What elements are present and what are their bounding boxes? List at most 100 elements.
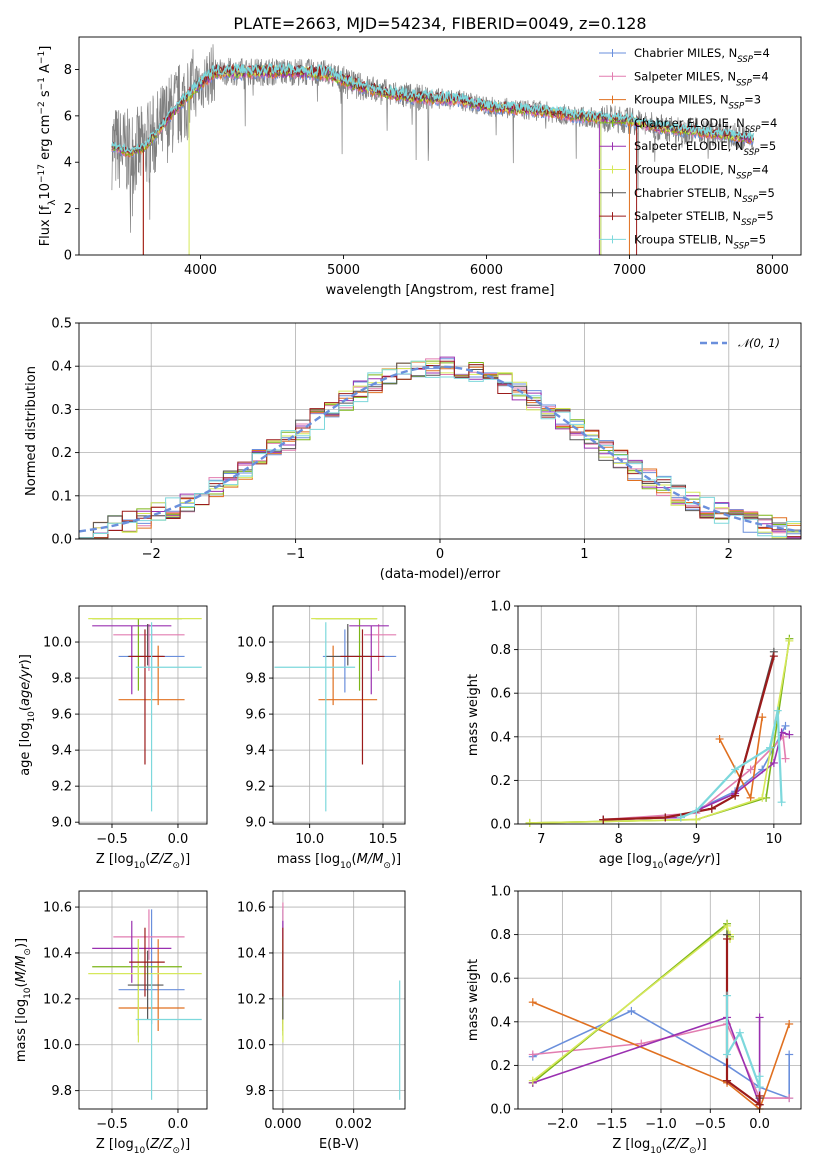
y-tick-label: 0.8 <box>490 643 511 658</box>
weight_vs_age-panel: 7 8 9 10 0.0 0.2 0.4 0.6 0.8 1.0 age [log10(age/yr… <box>466 600 802 871</box>
y-tick-label: 9.8 <box>245 672 266 687</box>
weight-marker-kroupa_elodie <box>758 793 767 802</box>
x-tick-label: 0.002 <box>335 1117 372 1132</box>
x-tick-label: 2 <box>725 547 733 562</box>
y-axis-label: Flux [fλ10−17 erg cm−2 s−1 A−1] <box>37 46 58 247</box>
weight-marker-kroupa_stelib <box>676 813 685 822</box>
legend-label: 𝒩(0, 1) <box>738 336 780 350</box>
weight-marker-salpeter_stelib <box>723 934 732 943</box>
x-tick-label: −0.5 <box>694 1117 726 1132</box>
y-tick-label: 0.4 <box>490 1015 511 1030</box>
histogram-kroupa_stelib <box>79 360 801 539</box>
x-tick-label: 1 <box>580 547 588 562</box>
x-axis-label: (data-model)/error <box>380 567 501 582</box>
weight-marker-kroupa_elodie <box>723 921 732 930</box>
weight-marker-kroupa_stelib <box>692 806 701 815</box>
legend-normal: 𝒩(0, 1) <box>700 336 780 350</box>
x-axis-label: Z [log10(Z/Z⊙)] <box>96 1137 190 1156</box>
mass_vs_ebv-panel: 0.000 0.002 9.8 10.0 10.2 10.4 10.6 E(B-V) <box>237 890 406 1152</box>
legend-entry-kroupa_miles: Kroupa MILES, NSSP=3 <box>599 93 761 112</box>
y-tick-label: 0.0 <box>490 1103 511 1118</box>
figure-title: PLATE=2663, MJD=54234, FIBERID=0049, z=0… <box>233 14 646 33</box>
errorbar-chabrier_elodie <box>92 618 182 691</box>
y-tick-label: 0.6 <box>490 687 511 702</box>
y-tick-label: 0.8 <box>490 928 511 943</box>
errorbar-kroupa_miles <box>318 645 378 706</box>
weight-marker-kroupa_elodie <box>692 815 701 824</box>
residuals-panel: −2 −1 0 1 2 0.0 0.1 0.2 0.3 0.4 0.5 (data-model)/er… <box>24 317 802 582</box>
y-tick-label: 10.2 <box>237 992 266 1007</box>
weight-marker-kroupa_elodie <box>525 818 534 827</box>
y-tick-label: 0.6 <box>490 972 511 987</box>
errorbar-salpeter_elodie <box>92 625 172 695</box>
y-tick-label: 9.0 <box>245 816 266 831</box>
weight-marker-salpeter_stelib <box>723 1076 732 1085</box>
weight-marker-salpeter_miles <box>781 754 790 763</box>
y-tick-label: 9.8 <box>245 1084 266 1099</box>
y-tick-label: 6 <box>64 109 72 124</box>
y-tick-label: 8 <box>64 63 72 78</box>
y-axis-label: Normed distribution <box>24 366 39 496</box>
legend-entry-salpeter_elodie: Salpeter ELODIE, NSSP=5 <box>599 139 776 158</box>
weight-marker-salpeter_stelib <box>599 815 608 824</box>
y-tick-label: 10.6 <box>237 901 266 916</box>
y-tick-label: 0.4 <box>490 730 511 745</box>
x-tick-label: 0.0 <box>168 832 189 847</box>
weight-marker-salpeter_elodie <box>755 1013 764 1022</box>
y-axis-label: age [log10(age/yr)] <box>18 654 37 776</box>
x-tick-label: −0.5 <box>96 832 128 847</box>
errorbar-chabrier_elodie <box>92 939 182 1036</box>
weight-marker-kroupa_stelib <box>731 765 740 774</box>
legend-entry-kroupa_elodie: Kroupa ELODIE, NSSP=4 <box>599 163 769 182</box>
weight-marker-kroupa_miles <box>758 713 767 722</box>
x-tick-label: −2.0 <box>547 1117 579 1132</box>
legend-entry-chabrier_miles: Chabrier MILES, NSSP=4 <box>599 46 770 65</box>
weight-line-kroupa_stelib <box>725 995 761 1088</box>
errorbar-salpeter_miles <box>363 624 397 671</box>
errorbar-salpeter_miles <box>113 624 185 671</box>
y-tick-label: 4 <box>64 156 72 171</box>
y-tick-label: 10.0 <box>237 636 266 651</box>
legend-label: Kroupa STELIB, NSSP=5 <box>634 232 766 251</box>
errorbar-kroupa_stelib <box>135 973 202 1100</box>
spectrum-panel: 4000 5000 6000 7000 8000 0 2 4 6 8 wavelength [Ang… <box>37 36 802 298</box>
legend-entry-salpeter_stelib: Salpeter STELIB, NSSP=5 <box>599 209 774 228</box>
weight-marker-salpeter_stelib <box>661 813 670 822</box>
axes-frame <box>78 890 208 1110</box>
errorbar-salpeter_stelib <box>129 927 165 997</box>
y-tick-label: 10.6 <box>43 901 72 916</box>
y-tick-label: 10.4 <box>237 946 266 961</box>
errorbar-salpeter_miles <box>113 909 185 960</box>
x-tick-label: 9 <box>692 832 700 847</box>
legend-label: Chabrier MILES, NSSP=4 <box>634 46 770 65</box>
weight-marker-kroupa_miles <box>715 734 724 743</box>
x-axis-label: Z [log10(Z/Z⊙)] <box>96 852 190 871</box>
model-spectrum-kroupa_stelib <box>111 62 755 154</box>
y-tick-label: 9.2 <box>245 780 266 795</box>
weight-marker-kroupa_miles <box>746 793 755 802</box>
normal-curve <box>78 365 802 533</box>
y-tick-label: 9.6 <box>245 708 266 723</box>
x-tick-label: 6000 <box>470 263 503 278</box>
mass_vs_Z-panel: −0.5 0.0 9.8 10.0 10.2 10.4 10.6 Z [log10(Z/Z⊙)… <box>14 890 208 1156</box>
x-tick-label: −2 <box>142 547 161 562</box>
x-tick-label: 7000 <box>613 263 646 278</box>
x-tick-label: 0.0 <box>749 1117 770 1132</box>
weight-marker-chabrier_miles <box>785 1050 794 1059</box>
y-tick-label: 10.4 <box>43 946 72 961</box>
errorbar-salpeter_elodie <box>349 625 389 695</box>
weight-marker-kroupa_stelib <box>755 1083 764 1092</box>
weight-line-kroupa_stelib <box>680 710 783 819</box>
x-tick-label: 10.0 <box>295 832 324 847</box>
age_vs_Z-panel: −0.5 0.0 9.0 9.2 9.4 9.6 9.8 10.0 Z [log10(Z/Z⊙)… <box>18 605 208 871</box>
errorbar-salpeter_stelib <box>340 629 385 765</box>
legend-entry-chabrier_stelib: Chabrier STELIB, NSSP=5 <box>599 186 775 205</box>
y-tick-label: 10.2 <box>43 992 72 1007</box>
weight-marker-kroupa_stelib <box>723 991 732 1000</box>
y-tick-label: 0.2 <box>490 774 511 789</box>
weight-line-chabrier_stelib <box>726 934 761 1107</box>
weight-marker-kroupa_stelib <box>735 1028 744 1037</box>
weight-marker-salpeter_elodie <box>769 758 778 767</box>
y-tick-label: 9.4 <box>51 744 72 759</box>
weight-marker-kroupa_stelib <box>765 743 774 752</box>
